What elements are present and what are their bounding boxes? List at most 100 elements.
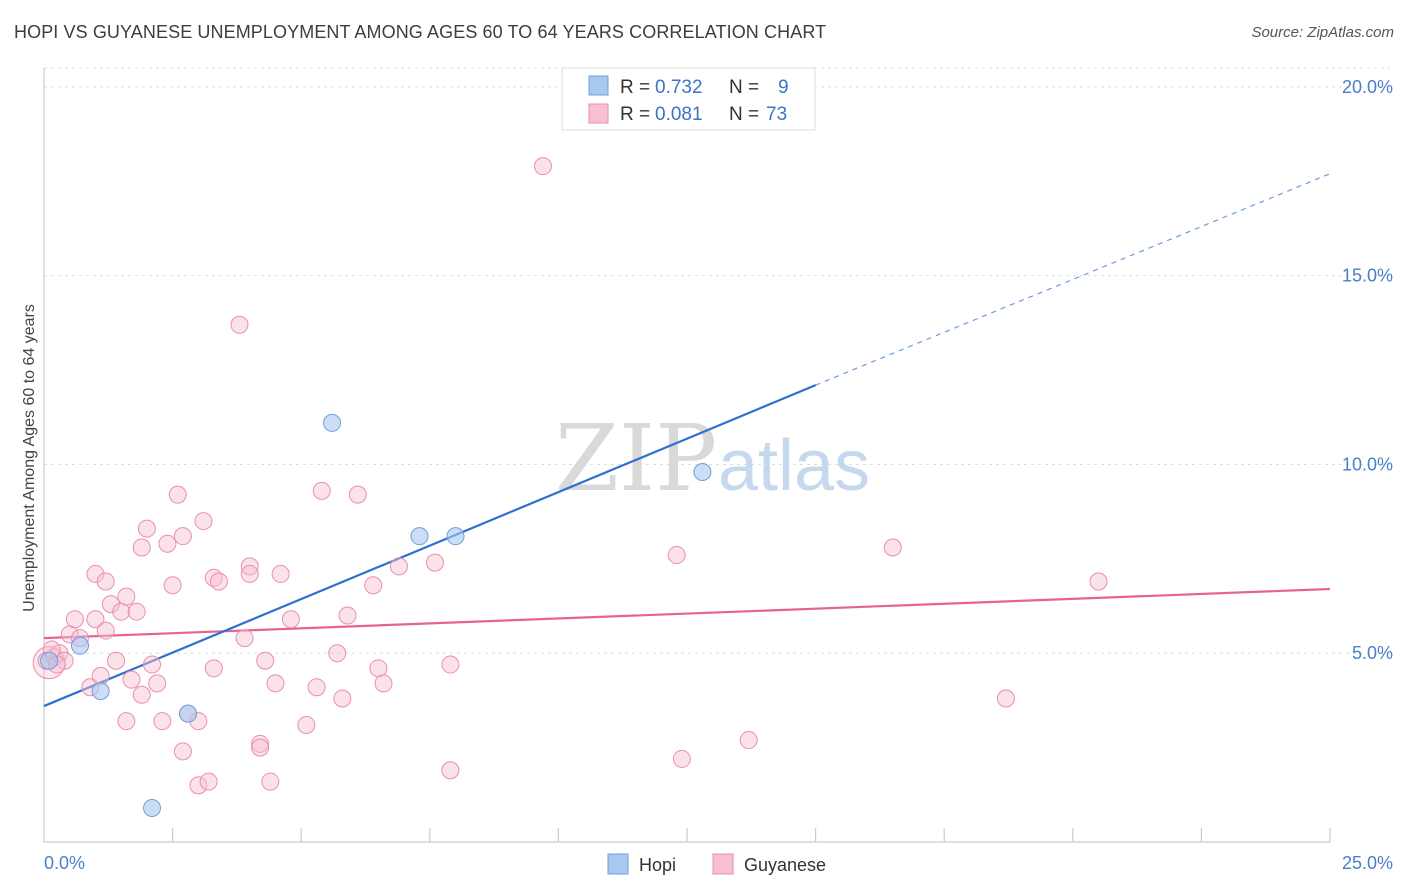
guyanese-point [122,670,141,689]
correlation-legend: R = 0.732 N = 9 R = 0.081 N = 73 [561,67,816,131]
guyanese-point [127,602,146,621]
guyanese-point [369,659,388,678]
x-tick-marks [172,828,1331,842]
guyanese-point [173,527,192,546]
guyanese-point [132,685,151,704]
guyanese-point [230,315,249,334]
guyanese-point [739,731,758,750]
guyanese-point [251,738,270,757]
bottom-legend-hopi: Hopi [639,855,676,875]
guyanese-point [173,742,192,761]
hopi-point [71,636,90,655]
guyanese-point [672,749,691,768]
hopi-point [143,799,162,818]
guyanese-point [307,678,326,697]
hopi-point [40,651,59,670]
guyanese-point [297,715,316,734]
guyanese-point [143,655,162,674]
guyanese-point [281,610,300,629]
guyanese-point [204,659,223,678]
guyanese-point [168,485,187,504]
guyanese-point [312,481,331,500]
guyanese-point [117,587,136,606]
guyanese-point [117,712,136,731]
y-axis-label: Unemployment Among Ages 60 to 64 years [21,304,38,612]
guyanese-point [163,576,182,595]
legend-swatch-hopi [588,75,609,96]
guyanese-point [240,557,259,576]
bottom-legend-swatch-hopi [607,853,629,875]
hopi-point [91,681,110,700]
watermark-atlas: atlas [718,426,870,506]
watermark-zip: ZIP [555,405,717,512]
guyanese-point [374,674,393,693]
legend-n-value-hopi: 9 [778,77,789,98]
x-tick-label: 25.0% [1342,853,1393,873]
hopi-trend-line [43,384,817,708]
source-credit: Source: ZipAtlas.com [1251,24,1394,41]
legend-swatch-guyanese [588,103,609,124]
guyanese-point [153,712,172,731]
legend-r-label-guyanese: R = [620,104,650,125]
guyanese-point [199,772,218,791]
y-tick-label: 10.0% [1342,454,1393,474]
guyanese-point [148,674,167,693]
guyanese-point [96,621,115,640]
guyanese-point [96,572,115,591]
guyanese-point [209,572,228,591]
guyanese-point [271,564,290,583]
guyanese-point [256,651,275,670]
guyanese-point [251,734,270,753]
data-points [32,157,1108,818]
trend-lines [43,173,1331,708]
guyanese-point [266,674,285,693]
guyanese-point [425,553,444,572]
guyanese-point [1089,572,1108,591]
guyanese-point [667,546,686,565]
guyanese-point [364,576,383,595]
guyanese-point [338,606,357,625]
guyanese-point [261,772,280,791]
hopi-point [323,413,342,432]
series-legend: Hopi Guyanese [607,853,826,875]
guyanese-point [389,557,408,576]
y-tick-label: 15.0% [1342,266,1393,286]
guyanese-point [86,610,105,629]
legend-r-value-hopi: 0.732 [655,77,703,98]
tick-labels: 5.0% 10.0% 15.0% 20.0% 0.0% 25.0% [44,77,1393,873]
legend-r-value-guyanese: 0.081 [655,104,703,125]
guyanese-point [328,644,347,663]
guyanese-point [240,564,259,583]
guyanese-point [189,776,208,795]
bottom-legend-swatch-guyanese [712,853,734,875]
guyanese-point [533,157,552,176]
guyanese-point [441,761,460,780]
guyanese-point [441,655,460,674]
guyanese-point [194,512,213,531]
watermark: ZIP atlas [555,405,870,512]
guyanese-point [91,666,110,685]
bottom-legend-guyanese: Guyanese [744,855,826,875]
guyanese-point [158,534,177,553]
guyanese-point [137,519,156,538]
guyanese-point [112,602,131,621]
guyanese-point [348,485,367,504]
guyanese-point [101,595,120,614]
chart-title: HOPI VS GUYANESE UNEMPLOYMENT AMONG AGES… [14,22,827,42]
guyanese-trend-line [43,587,1331,640]
guyanese-point [107,651,126,670]
y-tick-label: 20.0% [1342,77,1393,97]
y-tick-label: 5.0% [1352,643,1393,663]
hopi-trend-extension [815,173,1331,386]
hopi-point [410,527,429,546]
x-tick-label: 0.0% [44,853,85,873]
legend-n-label-guyanese: N = [729,104,759,125]
guyanese-point [333,689,352,708]
guyanese-point [883,538,902,557]
hopi-point [693,462,712,481]
guyanese-point [235,629,254,648]
legend-n-value-guyanese: 73 [766,104,787,125]
hopi-point [446,527,465,546]
legend-n-label-hopi: N = [729,77,759,98]
